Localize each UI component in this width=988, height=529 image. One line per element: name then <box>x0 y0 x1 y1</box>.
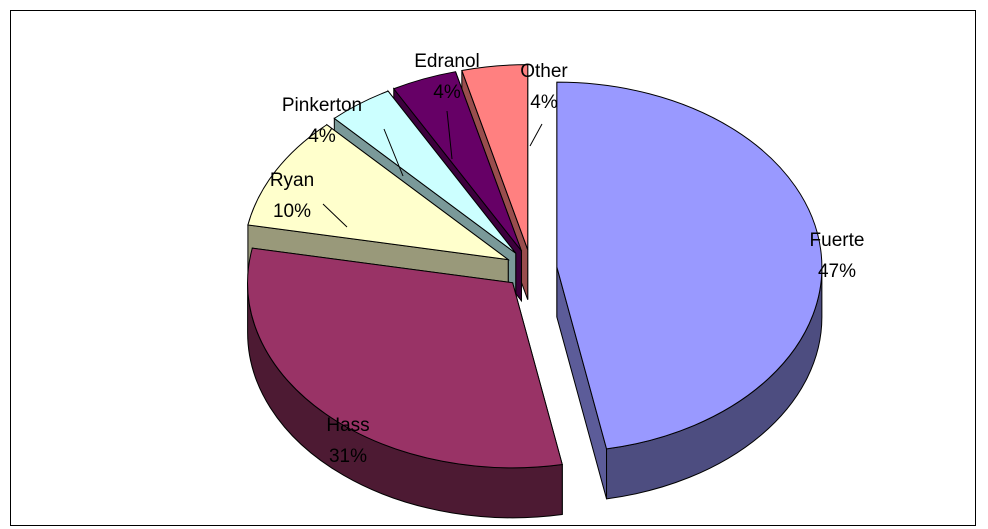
leader-line-ryan <box>322 203 348 228</box>
label-edranol-percent: 4% <box>433 82 461 103</box>
label-ryan-percent: 10% <box>273 201 311 222</box>
pie-tops <box>247 64 823 469</box>
slice-other <box>461 64 529 250</box>
label-hass-name: Hass <box>326 415 369 436</box>
slice-edranol <box>392 71 522 252</box>
pie-chart: Fuerte 47% Hass 31% Ryan 10% Pinkerton 4% Edrano… <box>247 51 865 519</box>
chart-area: Fuerte 47% Hass 31% Ryan 10% Pinkerton 4% Edrano… <box>10 10 976 526</box>
label-fuerte-name: Fuerte <box>810 230 865 251</box>
label-other-name: Other <box>520 61 568 82</box>
label-edranol-name: Edranol <box>414 51 480 72</box>
slice-pinkerton <box>333 90 517 254</box>
label-other-percent: 4% <box>530 92 558 113</box>
leader-lines <box>322 110 543 228</box>
label-pinkerton-percent: 4% <box>308 126 336 147</box>
slice-hass <box>247 247 563 469</box>
slice-fuerte <box>556 81 823 450</box>
label-pinkerton-name: Pinkerton <box>282 95 362 116</box>
slice-ryan <box>247 124 511 261</box>
pie-labels: Fuerte 47% Hass 31% Ryan 10% Pinkerton 4% Edrano… <box>270 51 865 467</box>
leader-line-pinkerton <box>383 128 404 177</box>
label-fuerte-percent: 47% <box>818 261 856 282</box>
leader-line-other <box>529 123 543 147</box>
label-hass-percent: 31% <box>329 446 367 467</box>
label-ryan-name: Ryan <box>270 170 314 191</box>
leader-line-edranol <box>446 110 453 160</box>
